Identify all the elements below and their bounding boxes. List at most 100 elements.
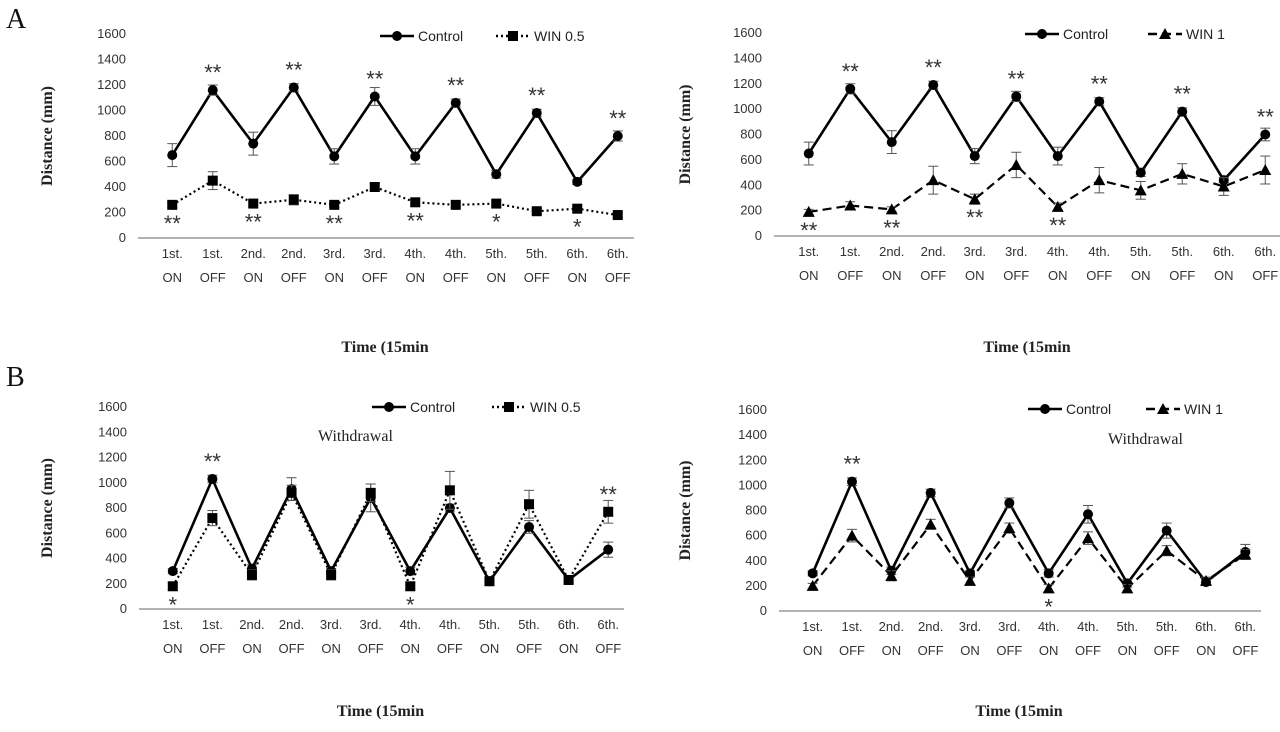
- x-tick-label-line: ON: [487, 270, 507, 285]
- x-tick-label-line: OFF: [605, 270, 631, 285]
- significance-marker: **: [609, 106, 627, 131]
- data-point: [288, 82, 299, 93]
- x-tick-label: 5th. ON: [485, 246, 507, 285]
- data-point: [1003, 522, 1016, 534]
- data-point: [167, 566, 178, 577]
- data-point: [1011, 91, 1022, 102]
- x-tick-label: 4th. OFF: [443, 246, 469, 285]
- x-tick-label-line: OFF: [1232, 643, 1258, 658]
- x-tick-label-line: OFF: [1075, 643, 1101, 658]
- x-tick-label-line: OFF: [281, 270, 307, 285]
- data-point: [572, 203, 583, 214]
- data-point: [806, 579, 819, 591]
- x-tick-label-line: 5th.: [518, 617, 540, 632]
- significance-marker: *: [169, 592, 178, 617]
- significance-marker: **: [1257, 105, 1275, 130]
- data-point: [1093, 174, 1106, 186]
- x-tick-label-line: 6th.: [1254, 244, 1276, 259]
- x-tick-label: 5th. OFF: [1154, 619, 1180, 658]
- x-tick-label-line: ON: [1118, 643, 1138, 658]
- data-point: [207, 175, 218, 186]
- significance-marker: **: [966, 205, 984, 230]
- data-point: [369, 182, 380, 192]
- x-tick-label-line: 3rd.: [320, 617, 342, 632]
- x-tick-label-line: 1st.: [202, 246, 223, 261]
- legend-label: Control: [1066, 401, 1111, 417]
- x-tick-label: 5th. ON: [1130, 244, 1152, 283]
- data-point: [1094, 96, 1105, 107]
- data-point: [1200, 574, 1212, 586]
- y-tick-label: 0: [760, 603, 767, 618]
- data-point: [167, 581, 178, 592]
- x-tick-label-line: 3rd.: [1005, 244, 1027, 259]
- x-tick-label: 2nd. OFF: [918, 619, 944, 658]
- x-tick-label-line: ON: [568, 270, 588, 285]
- data-point: [450, 199, 461, 210]
- data-point: [846, 529, 858, 541]
- data-point: [845, 83, 856, 94]
- data-point: [524, 499, 535, 510]
- y-tick-label: 400: [104, 179, 126, 194]
- y-tick-label: 800: [745, 503, 767, 518]
- withdrawal-note: Withdrawal: [318, 428, 393, 445]
- series-line-win-0-5: [171, 179, 618, 217]
- data-point: [329, 199, 340, 210]
- panel-label-b: B: [6, 362, 25, 393]
- x-tick-label: 2nd. OFF: [281, 246, 307, 285]
- x-tick-label-line: 2nd.: [918, 619, 943, 634]
- y-axis-title: Distance (mm): [677, 461, 694, 561]
- data-point: [886, 137, 897, 148]
- legend-marker: [384, 402, 394, 412]
- significance-marker: **: [800, 218, 818, 243]
- series-line-control: [171, 85, 619, 185]
- y-tick-label: 800: [105, 500, 127, 515]
- legend-marker: [1159, 28, 1171, 39]
- data-point: [531, 206, 542, 217]
- data-point: [1160, 544, 1173, 556]
- data-point: [491, 169, 502, 180]
- chart-3: 0 200 400 600 800 1000 1200 1400 1600 1st. ON 1st. O…: [39, 399, 624, 720]
- x-tick-label-line: ON: [325, 270, 345, 285]
- data-point: [1043, 568, 1054, 579]
- x-tick-label-line: OFF: [516, 641, 542, 656]
- data-point: [802, 205, 815, 217]
- data-point: [885, 203, 898, 215]
- x-tick-label-line: OFF: [837, 268, 863, 283]
- data-point: [1259, 164, 1272, 176]
- panel-label-a: A: [6, 4, 27, 35]
- x-tick-label-line: OFF: [1003, 268, 1029, 283]
- significance-marker: **: [600, 482, 618, 507]
- data-point: [207, 513, 218, 524]
- data-point: [207, 473, 218, 484]
- x-tick-label: 4th. OFF: [1086, 244, 1112, 283]
- x-tick-label: 6th. ON: [1195, 619, 1217, 658]
- x-tick-label-line: OFF: [920, 268, 946, 283]
- x-tick-label-line: 1st.: [162, 246, 183, 261]
- x-tick-label: 3rd. OFF: [1003, 244, 1029, 283]
- legend-marker: [508, 31, 518, 41]
- data-point: [1010, 158, 1023, 170]
- y-tick-label: 200: [740, 203, 762, 218]
- y-tick-label: 1400: [738, 427, 767, 442]
- y-tick-label: 0: [119, 230, 126, 245]
- x-tick-label-line: OFF: [1086, 268, 1112, 283]
- data-point: [928, 80, 939, 91]
- significance-marker: **: [245, 210, 263, 235]
- x-tick-label: 4th. ON: [1047, 244, 1069, 283]
- data-point: [803, 148, 814, 159]
- y-tick-label: 1600: [98, 399, 127, 414]
- x-tick-label-line: ON: [163, 270, 183, 285]
- y-tick-label: 1200: [738, 452, 767, 467]
- x-tick-label-line: ON: [1131, 268, 1151, 283]
- y-tick-label: 800: [104, 128, 126, 143]
- x-tick-label-line: 4th.: [1038, 619, 1060, 634]
- x-tick-label: 5th. ON: [479, 617, 501, 656]
- series-line-control: [811, 478, 1247, 586]
- x-tick-label-line: 4th.: [439, 617, 461, 632]
- x-tick-label-line: 2nd.: [239, 617, 264, 632]
- y-tick-label: 1000: [738, 477, 767, 492]
- x-tick-label: 5th. OFF: [524, 246, 550, 285]
- x-tick-label-line: ON: [1214, 268, 1234, 283]
- x-tick-label-line: 4th.: [399, 617, 421, 632]
